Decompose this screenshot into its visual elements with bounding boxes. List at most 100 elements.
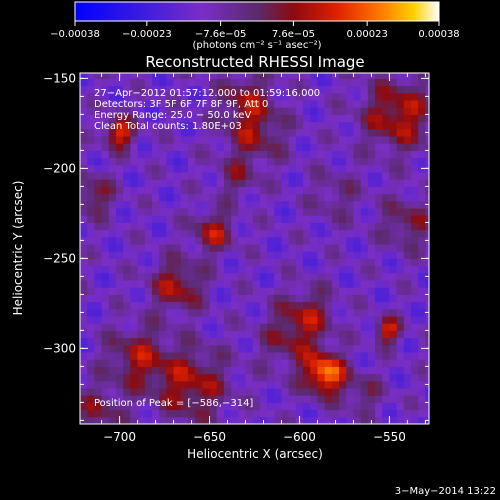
heatmap-cell: [252, 172, 261, 180]
heatmap-cell: [195, 215, 203, 223]
heatmap-cell: [331, 265, 340, 274]
heatmap-cell: [151, 229, 160, 238]
heatmap-cell: [339, 114, 347, 123]
heatmap-cell: [339, 388, 347, 396]
heatmap-cell: [216, 236, 225, 245]
heatmap-cell: [123, 121, 131, 130]
heatmap-cell: [295, 114, 304, 123]
heatmap-cell: [101, 330, 110, 339]
heatmap-cell: [159, 251, 167, 259]
heatmap-cell: [403, 85, 412, 94]
heatmap-cell: [288, 416, 297, 424]
heatmap-cell: [108, 280, 117, 288]
heatmap-cell: [80, 330, 88, 339]
heatmap-cell: [238, 380, 247, 389]
heatmap-cell: [202, 330, 211, 339]
heatmap-cell: [411, 294, 419, 303]
heatmap-cell: [288, 330, 297, 339]
heatmap-cell: [252, 308, 261, 317]
heatmap-cell: [180, 179, 189, 187]
heatmap-cell: [231, 244, 239, 252]
heatmap-cell: [360, 388, 369, 396]
colorbar-units: (photons cm⁻² s⁻¹ asec⁻²): [192, 40, 321, 51]
chart-title: Reconstructed RHESSI Image: [145, 53, 364, 71]
heatmap-cell: [418, 272, 426, 281]
heatmap-cell: [274, 179, 282, 187]
heatmap-cell: [411, 272, 419, 281]
heatmap-cell: [231, 301, 239, 310]
heatmap-cell: [281, 402, 290, 411]
heatmap-cell: [223, 136, 232, 144]
heatmap-cell: [317, 409, 326, 418]
heatmap-cell: [80, 359, 88, 367]
annotation-energy: Energy Range: 25.0 − 50.0 keV: [94, 110, 251, 121]
heatmap-cell: [245, 114, 254, 123]
heatmap-cell: [238, 236, 247, 245]
heatmap-cell: [245, 121, 254, 130]
heatmap-cell: [310, 258, 318, 267]
heatmap-cell: [403, 215, 412, 223]
heatmap-cell: [166, 92, 175, 101]
heatmap-cell: [353, 373, 362, 382]
colorbar-tick-label: −7.6e−05: [195, 29, 247, 40]
x-tick-label: −550: [373, 430, 406, 444]
heatmap-cell: [346, 251, 354, 259]
heatmap-cell: [346, 164, 354, 173]
heatmap-cell: [303, 366, 311, 375]
heatmap-cell: [195, 244, 203, 252]
heatmap-cell: [281, 107, 290, 115]
heatmap-cell: [115, 143, 124, 151]
heatmap-cell: [195, 200, 203, 209]
heatmap-cell: [195, 287, 203, 295]
heatmap-cell: [331, 143, 340, 151]
heatmap-cell: [375, 121, 383, 130]
heatmap-cell: [360, 186, 369, 195]
heatmap-cell: [238, 287, 247, 295]
heatmap-cell: [195, 323, 203, 331]
heatmap-cell: [425, 85, 429, 94]
heatmap-cell: [403, 359, 412, 367]
heatmap-cell: [216, 179, 225, 187]
heatmap-cell: [173, 157, 182, 166]
heatmap-cell: [310, 164, 318, 173]
heatmap-cell: [202, 114, 211, 123]
heatmap-cell: [123, 222, 131, 231]
heatmap-cell: [425, 73, 429, 79]
heatmap-cell: [245, 164, 254, 173]
heatmap-cell: [151, 258, 160, 267]
heatmap-cell: [375, 344, 383, 353]
heatmap-cell: [295, 409, 304, 418]
heatmap-cell: [123, 229, 131, 238]
heatmap-cell: [231, 78, 239, 87]
heatmap-cell: [389, 92, 398, 101]
heatmap-cell: [425, 143, 429, 151]
heatmap-cell: [187, 136, 196, 144]
heatmap-cell: [87, 316, 95, 324]
heatmap-cell: [389, 287, 398, 295]
heatmap-cell: [252, 265, 261, 274]
heatmap-cell: [94, 373, 103, 382]
heatmap-cell: [137, 272, 146, 281]
heatmap-cell: [209, 100, 218, 108]
heatmap-cell: [259, 114, 268, 123]
heatmap-cell: [195, 172, 203, 180]
heatmap-cell: [180, 150, 189, 159]
heatmap-cell: [288, 373, 297, 382]
heatmap-cell: [403, 143, 412, 151]
heatmap-cell: [389, 143, 398, 151]
heatmap-cell: [267, 143, 275, 151]
heatmap-cell: [245, 186, 254, 195]
heatmap-cell: [259, 186, 268, 195]
heatmap-cell: [166, 308, 175, 317]
heatmap-cell: [94, 200, 103, 209]
heatmap-cell: [144, 186, 153, 195]
heatmap-cell: [375, 85, 383, 94]
heatmap-cell: [245, 92, 254, 101]
heatmap-cell: [274, 344, 282, 353]
heatmap-cell: [389, 344, 398, 353]
heatmap-cell: [331, 128, 340, 137]
heatmap-cell: [403, 280, 412, 288]
heatmap-cell: [108, 85, 117, 94]
heatmap-cell: [223, 251, 232, 259]
heatmap-cell: [339, 107, 347, 115]
